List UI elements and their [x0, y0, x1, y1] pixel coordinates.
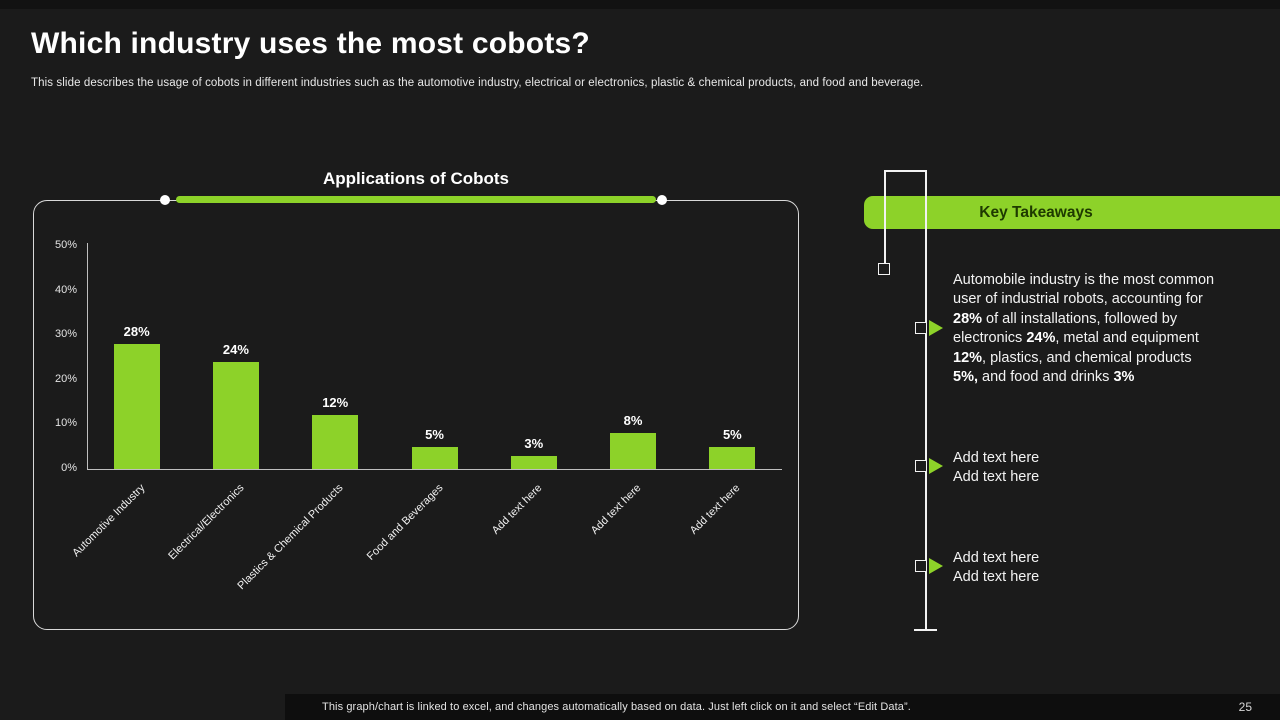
bar-value-label: 8%	[623, 413, 643, 429]
timeline-vertical-line	[925, 170, 927, 630]
key-takeaways-banner: Key Takeaways	[864, 196, 1280, 229]
takeaway-line: user of industrial robots, accounting fo…	[953, 291, 1203, 308]
bar	[212, 361, 259, 469]
footer: This graph/chart is linked to excel, and…	[285, 694, 1280, 720]
footer-note: This graph/chart is linked to excel, and…	[322, 701, 911, 713]
marker-square-icon	[915, 322, 927, 334]
bar-value-label: 24%	[222, 341, 249, 357]
decor-green-line	[176, 196, 656, 203]
y-axis-line	[87, 243, 88, 469]
timeline-dot-icon	[160, 195, 170, 205]
takeaway-line: Add text here	[953, 469, 1040, 486]
y-tick-label: 20%	[54, 372, 77, 385]
timeline-dot-icon	[657, 195, 667, 205]
key-takeaways-title: Key Takeaways	[979, 203, 1093, 221]
y-tick-label: 30%	[54, 328, 77, 341]
bar-value-label: 3%	[524, 435, 544, 451]
chart-title: Applications of Cobots	[322, 169, 510, 188]
page-number: 25	[1238, 700, 1252, 714]
arrow-marker-icon	[929, 458, 943, 474]
x-axis-line	[87, 469, 782, 470]
bar	[610, 433, 657, 469]
arrow-marker-icon	[929, 320, 943, 336]
bar	[411, 446, 458, 469]
takeaway-line: 12%, plastics, and chemical products	[953, 349, 1192, 366]
bracket-left-line	[884, 170, 886, 263]
y-tick-label: 50%	[54, 239, 77, 251]
bar	[312, 415, 359, 469]
bracket-end-square-icon	[878, 263, 890, 275]
takeaway-line: Add text here	[953, 450, 1040, 466]
bar-value-label: 5%	[722, 426, 742, 442]
arrow-marker-icon	[929, 558, 943, 574]
bar	[510, 455, 557, 469]
page-title: Which industry uses the most cobots?	[31, 27, 590, 60]
bracket-top-line	[884, 170, 926, 172]
marker-square-icon	[915, 460, 927, 472]
y-tick-label: 0%	[61, 462, 77, 474]
bar-value-label: 12%	[322, 395, 349, 411]
takeaway-line: 5%, and food and drinks 3%	[953, 369, 1135, 386]
takeaway-line: electronics 24%, metal and equipment	[953, 330, 1199, 347]
marker-square-icon	[915, 560, 927, 572]
page-subtitle: This slide describes the usage of cobots…	[31, 77, 924, 89]
y-tick-label: 10%	[54, 417, 77, 430]
bar-value-label: 5%	[425, 426, 444, 442]
bar-value-label: 28%	[123, 324, 150, 340]
takeaway-line: Automobile industry is the most common	[953, 272, 1215, 288]
chart-panel: 0% 10% 20% 30% 40% 50% 28% Automotive Industry 2…	[33, 200, 799, 630]
takeaway-text: Add text here Add text here	[953, 549, 1275, 588]
bar	[113, 344, 160, 469]
takeaway-line: 28% of all installations, followed by	[953, 310, 1178, 327]
y-tick-label: 40%	[54, 283, 77, 296]
top-edge-strip	[0, 0, 1280, 9]
takeaway-line: Add text here	[953, 569, 1040, 586]
timeline-bottom-tick	[914, 629, 937, 631]
takeaway-text: Add text here Add text here	[953, 449, 1275, 488]
bar	[709, 446, 756, 469]
takeaway-line: Add text here	[953, 550, 1040, 566]
takeaway-text: Automobile industry is the most common us…	[953, 271, 1275, 387]
